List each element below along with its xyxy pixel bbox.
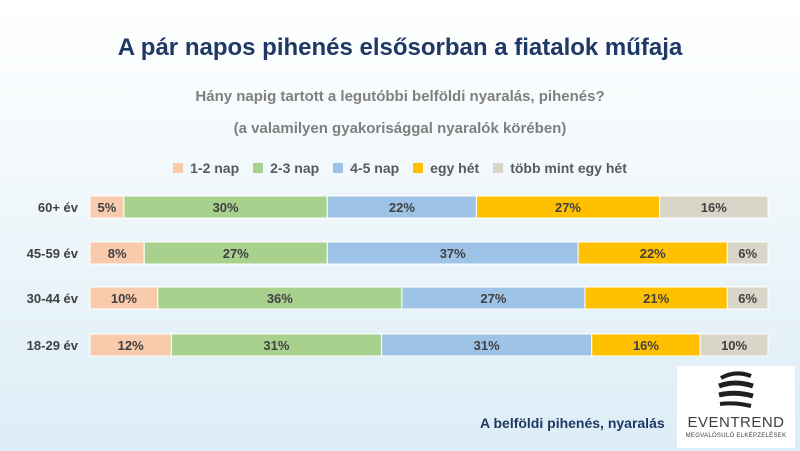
eventrend-logo: EVENTREND MEGVALÓSULÓ ELKÉPZELÉSEK (677, 366, 795, 448)
legend-item: egy hét (413, 160, 479, 176)
data-label: 31% (474, 338, 500, 353)
legend-item: 1-2 nap (173, 160, 239, 176)
data-label: 31% (263, 338, 289, 353)
legend-label: 4-5 nap (350, 160, 400, 176)
data-label: 36% (267, 291, 293, 306)
legend-swatch (253, 163, 264, 173)
legend-swatch (333, 163, 344, 173)
data-label: 16% (633, 338, 659, 353)
data-label: 37% (440, 246, 466, 261)
data-label: 27% (223, 246, 249, 261)
legend-item: több mint egy hét (493, 160, 627, 176)
data-label: 30% (213, 200, 239, 215)
data-label: 21% (643, 291, 669, 306)
chart-legend: 1-2 nap 2-3 nap 4-5 nap egy hét több mint eg… (0, 160, 800, 176)
data-label: 12% (118, 338, 144, 353)
legend-label: egy hét (430, 160, 480, 176)
category-label: 18-29 év (27, 338, 79, 353)
chart-subtitle-note: (a valamilyen gyakorisággal nyaralók kör… (233, 120, 567, 137)
legend-swatch (173, 163, 184, 173)
legend-item: 4-5 nap (333, 160, 399, 176)
data-label: 6% (738, 246, 757, 261)
legend-label: 1-2 nap (190, 160, 240, 176)
category-label: 45-59 év (27, 246, 79, 261)
bar-segment (659, 195, 769, 219)
data-label: 6% (738, 291, 757, 306)
category-label: 30-44 év (27, 291, 79, 306)
legend-label: több mint egy hét (510, 160, 627, 176)
data-label: 16% (701, 200, 727, 215)
bar-segment (726, 286, 769, 310)
data-label: 22% (640, 246, 666, 261)
legend-swatch (413, 163, 424, 173)
data-label: 27% (555, 200, 581, 215)
legend-label: 2-3 nap (270, 160, 320, 176)
data-label: 10% (111, 291, 137, 306)
footer-caption: A belföldi pihenés, nyaralás (480, 415, 665, 431)
logo-tagline: MEGVALÓSULÓ ELKÉPZELÉSEK (685, 433, 787, 439)
category-label: 60+ év (38, 200, 79, 215)
data-label: 5% (98, 200, 117, 215)
data-label: 8% (108, 246, 127, 261)
data-label: 10% (721, 338, 747, 353)
logo-name: EVENTREND (687, 414, 785, 431)
bar-segment (699, 333, 769, 357)
chart-subtitle: Hány napig tartott a legutóbbi belföldi … (195, 88, 605, 105)
page-title: A pár napos pihenés elsősorban a fiatalo… (117, 34, 683, 61)
logo-stripes-icon (718, 371, 754, 408)
legend-swatch (493, 163, 504, 173)
bar-segment (726, 241, 769, 265)
legend-item: 2-3 nap (253, 160, 319, 176)
data-label: 27% (480, 291, 506, 306)
data-label: 22% (389, 200, 415, 215)
